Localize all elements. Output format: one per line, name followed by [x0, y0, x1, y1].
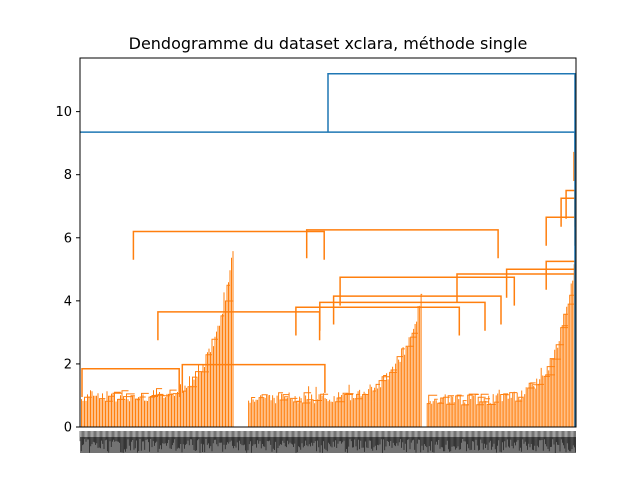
merge-link-10 [339, 276, 516, 306]
y-tick-label: 0 [64, 421, 72, 436]
merge-link-11 [332, 295, 502, 325]
merge-link-15 [181, 363, 326, 393]
y-tick-label: 6 [64, 231, 72, 246]
y-tick-label: 10 [55, 105, 72, 120]
chart-title: Dendogramme du dataset xclara, méthode s… [129, 34, 528, 53]
y-tick-label: 4 [64, 294, 72, 309]
merge-link-3 [560, 197, 576, 227]
cluster-branches-2 [248, 293, 423, 427]
y-axis: 0 2 4 6 8 10 [55, 105, 80, 436]
merge-link-16 [81, 367, 180, 397]
top-links [80, 73, 576, 427]
merge-link-7 [545, 260, 576, 290]
merge-link-11-2 [327, 73, 576, 153]
merge-link-13 [295, 306, 461, 336]
cluster-branches-1 [79, 251, 234, 427]
merge-link-14 [157, 311, 321, 341]
cluster-links [79, 151, 576, 427]
leaf-labels [79, 431, 576, 453]
leaf-label-band [80, 437, 576, 453]
merge-link-2 [565, 189, 576, 219]
y-tick-label: 8 [64, 168, 72, 183]
cluster-branches-3 [426, 264, 575, 427]
plot-frame [79, 57, 577, 428]
merge-link-6 [132, 230, 325, 260]
merge-link-9 [456, 273, 576, 303]
merge-link-9-35 [80, 131, 576, 427]
y-tick-label: 2 [64, 357, 72, 372]
merge-link-5 [305, 229, 499, 259]
